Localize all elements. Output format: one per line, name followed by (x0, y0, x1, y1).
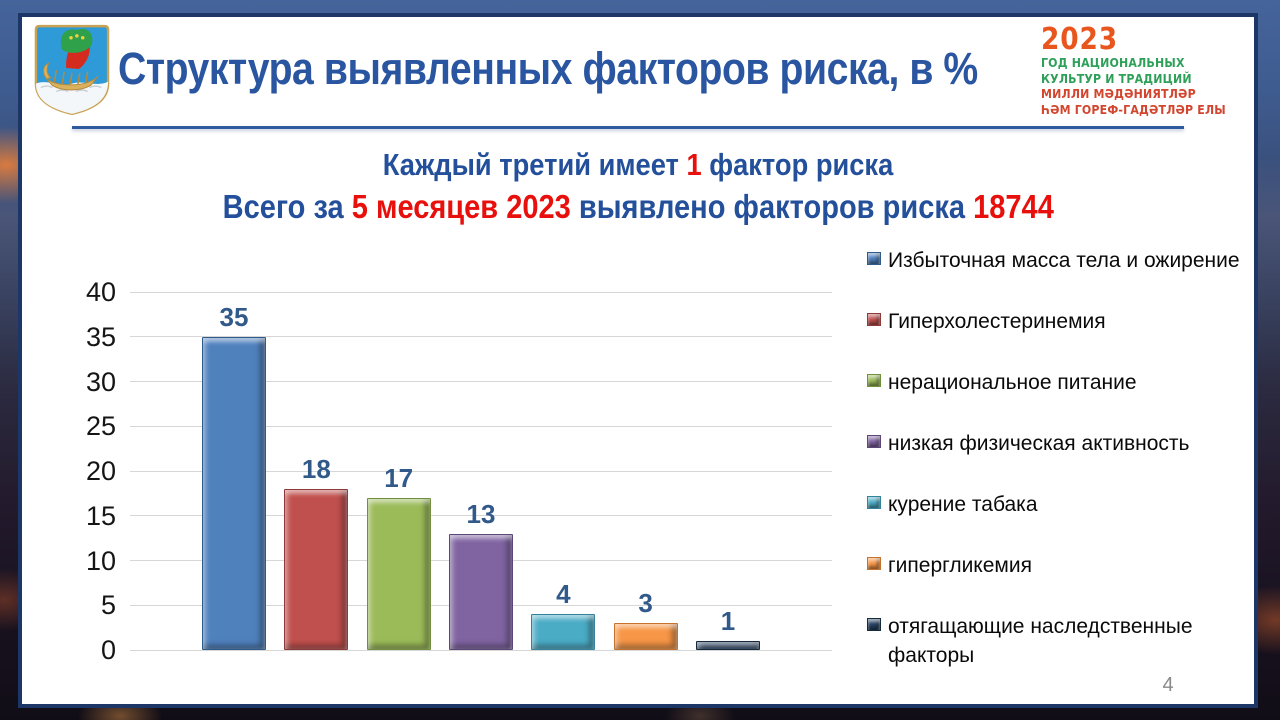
year-2023-logo: 2023 ГОД НАЦИОНАЛЬНЫХ КУЛЬТУР И ТРАДИЦИЙ… (1036, 25, 1248, 119)
y-axis-tick: 40 (85, 277, 116, 307)
bar-5: 4 (531, 579, 596, 650)
bar-1: 35 (202, 302, 266, 650)
year-label: 2023 (1041, 22, 1118, 57)
y-axis-tick: 5 (100, 590, 116, 621)
bar-value-label: 13 (466, 498, 496, 529)
legend-label: отягащающие наследственные факторы (888, 615, 1193, 667)
legend-marker-icon (867, 557, 881, 570)
page-number: 4 (1162, 674, 1174, 696)
subtitle-line-2: Всего за 5 месяцев 2023 выявлено факторо… (22, 188, 1254, 226)
legend-marker-icon (867, 374, 881, 387)
year-logo-line: КУЛЬТУР И ТРАДИЦИЙ (1041, 70, 1192, 86)
y-axis-tick: 20 (85, 456, 116, 486)
bar-value-label: 4 (556, 579, 571, 610)
bar-value-label: 18 (301, 453, 331, 484)
gridline (130, 336, 832, 338)
legend-marker-icon (867, 618, 881, 631)
subtitle2-highlight: 5 месяцев 2023 (351, 188, 571, 225)
bar-value-label: 1 (720, 606, 736, 637)
gridline (130, 291, 832, 293)
subtitle2-text: выявлено факторов риска (570, 188, 973, 225)
gridline (130, 381, 832, 382)
year-logo-line: МИЛЛИ МӘДӘНИЯТЛӘР (1041, 86, 1196, 101)
subtitle-line-1: Каждый третий имеет 1 фактор риска (22, 147, 1254, 183)
bar-value-label: 3 (638, 588, 653, 619)
gridline (130, 425, 832, 427)
legend-marker-icon (867, 252, 881, 265)
y-axis-tick: 25 (85, 411, 116, 442)
subtitle2-highlight: 18744 (972, 188, 1054, 225)
title-divider (72, 126, 1184, 129)
legend-label: нерациональное питание (888, 371, 1137, 394)
year-logo-line: ҺӘМ ГОРЕФ-ГАДӘТЛӘР ЕЛЫ (1041, 101, 1226, 117)
legend-label: Гиперхолестеринемия (888, 310, 1106, 333)
legend-item: курение табака (867, 490, 1247, 519)
legend-item: отягащающие наследственные факторы (867, 612, 1247, 670)
chart-legend: Избыточная масса тела и ожирение Гиперхол… (867, 246, 1247, 667)
subtitle1-text: Каждый третий имеет (382, 147, 687, 182)
subtitle1-text: фактор риска (701, 147, 894, 182)
legend-item: Гиперхолестеринемия (867, 307, 1247, 336)
legend-label: низкая физическая активность (888, 432, 1190, 455)
legend-label: курение табака (888, 493, 1038, 516)
legend-marker-icon (867, 496, 881, 509)
page-title: Структура выявленных факторов риска, в % (118, 43, 978, 94)
legend-marker-icon (867, 313, 881, 326)
y-axis-tick: 35 (85, 321, 116, 352)
gridline (130, 470, 832, 472)
legend-item: Избыточная масса тела и ожирение (867, 246, 1247, 275)
y-axis-tick: 0 (100, 635, 116, 665)
bar-2: 18 (284, 454, 349, 650)
bar-7: 1 (695, 606, 760, 650)
plot-area: 0 5 10 15 20 25 30 35 40 35 18 17 13 4 3 1 (86, 277, 832, 665)
y-axis-tick: 30 (85, 366, 116, 397)
legend-item: низкая физическая активность (867, 429, 1247, 458)
year-logo-line: ГОД НАЦИОНАЛЬНЫХ (1041, 55, 1185, 70)
legend-marker-icon (867, 435, 881, 448)
bar-value-label: 17 (384, 462, 414, 493)
gridline (130, 515, 832, 517)
coat-of-arms-icon (34, 24, 110, 115)
gridline (130, 649, 832, 651)
subtitle1-highlight: 1 (686, 147, 702, 182)
bar-value-label: 35 (219, 301, 249, 332)
legend-item: гипергликемия (867, 551, 1247, 580)
y-axis-tick: 15 (85, 500, 116, 531)
y-axis-tick: 10 (85, 545, 116, 576)
slide: Структура выявленных факторов риска, в % (18, 13, 1258, 708)
subtitle2-text: Всего за (222, 188, 352, 225)
legend-label: гипергликемия (888, 554, 1032, 577)
year-logo-text: 2023 ГОД НАЦИОНАЛЬНЫХ КУЛЬТУР И ТРАДИЦИЙ… (1041, 25, 1226, 117)
bar-3: 17 (366, 463, 431, 650)
legend-item: нерациональное питание (867, 368, 1247, 397)
bar-6: 3 (613, 588, 678, 650)
bar-4: 13 (448, 499, 513, 650)
legend-label: Избыточная масса тела и ожирение (888, 249, 1240, 272)
